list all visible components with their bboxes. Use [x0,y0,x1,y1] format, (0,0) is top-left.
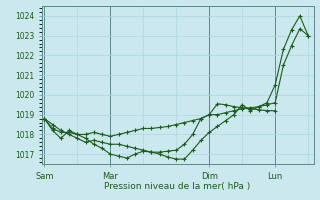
X-axis label: Pression niveau de la mer( hPa ): Pression niveau de la mer( hPa ) [104,182,251,191]
